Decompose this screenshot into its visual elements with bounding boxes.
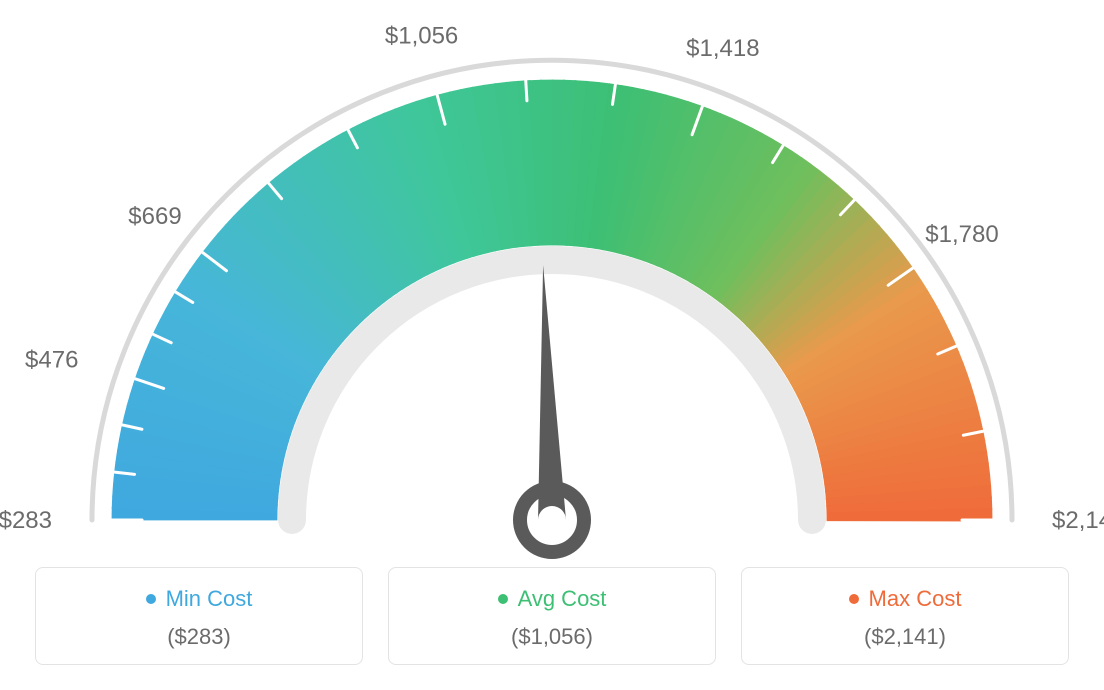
gauge-tick-label: $1,780: [925, 221, 998, 248]
gauge-tick-label: $669: [128, 203, 181, 230]
legend-title-text: Max Cost: [869, 586, 962, 612]
gauge-tick-label: $1,056: [385, 22, 458, 49]
legend-title-text: Min Cost: [166, 586, 253, 612]
legend-title-max: Max Cost: [849, 586, 962, 612]
gauge-area: $283 $476 $669 $1,056 $1,418 $1,780 $2,141: [0, 0, 1104, 560]
legend-value-min: ($283): [46, 624, 352, 650]
legend-value-avg: ($1,056): [399, 624, 705, 650]
legend-card-avg: Avg Cost ($1,056): [388, 567, 716, 665]
legend-card-min: Min Cost ($283): [35, 567, 363, 665]
gauge-tick-label: $476: [25, 347, 78, 374]
legend-value-max: ($2,141): [752, 624, 1058, 650]
cost-gauge-chart: $283 $476 $669 $1,056 $1,418 $1,780 $2,141 Min…: [0, 0, 1104, 690]
gauge-tick-label: $283: [0, 507, 52, 534]
legend-row: Min Cost ($283) Avg Cost ($1,056) Max Co…: [35, 567, 1069, 665]
legend-title-min: Min Cost: [146, 586, 253, 612]
legend-title-text: Avg Cost: [518, 586, 607, 612]
legend-title-avg: Avg Cost: [498, 586, 607, 612]
gauge-svg: $283 $476 $669 $1,056 $1,418 $1,780 $2,141: [0, 0, 1104, 560]
gauge-tick-label: $1,418: [686, 35, 759, 62]
gauge-tick-label: $2,141: [1052, 507, 1104, 534]
legend-card-max: Max Cost ($2,141): [741, 567, 1069, 665]
gauge-needle: [520, 265, 584, 552]
